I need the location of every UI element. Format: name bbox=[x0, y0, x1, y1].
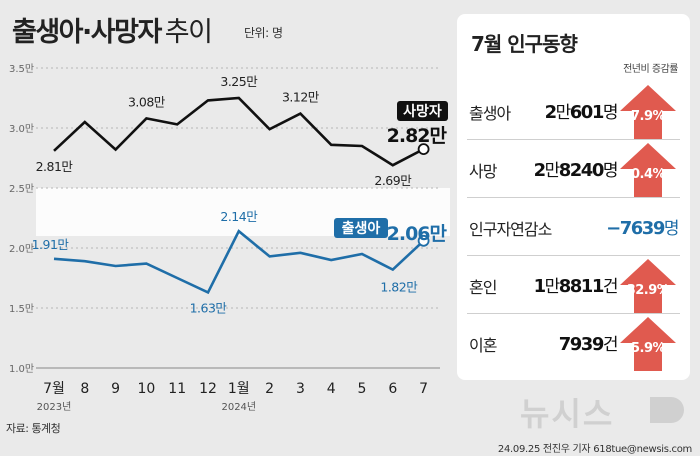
x-tick-label: 1월 bbox=[228, 381, 250, 397]
increase-arrow-icon: 7.9% bbox=[620, 85, 676, 139]
increase-arrow-icon: 5.9% bbox=[620, 317, 676, 371]
x-tick-label: 8 bbox=[80, 381, 89, 397]
x-tick-label: 2 bbox=[265, 381, 274, 397]
y-tick-label: 2.0만 bbox=[9, 243, 34, 255]
credit-line: 24.09.25 전진우 기자 618tue@newsis.com bbox=[497, 444, 692, 455]
chart-title: 출생아·사망자 추이 bbox=[12, 17, 213, 48]
panel-row-label: 인구자연감소 bbox=[469, 220, 552, 239]
y-tick-label: 2.5만 bbox=[9, 183, 34, 195]
x-tick-label: 7월 bbox=[43, 381, 65, 397]
x-tick-label: 6 bbox=[388, 381, 397, 397]
data-label: 3.12만 bbox=[282, 90, 320, 105]
data-label: 2.14만 bbox=[220, 209, 258, 224]
series-name-tag bbox=[397, 101, 448, 121]
x-tick-label: 11 bbox=[168, 381, 186, 397]
increase-arrow-icon: 32.9% bbox=[620, 259, 676, 313]
panel-row-label: 출생아 bbox=[469, 104, 511, 123]
series-end-value: 2.06만 bbox=[387, 223, 448, 245]
panel-row-label: 이혼 bbox=[469, 336, 497, 355]
series-end-value: 2.82만 bbox=[387, 125, 448, 147]
increase-arrow-icon: 0.4% bbox=[620, 143, 676, 197]
data-label: 2.69만 bbox=[374, 173, 412, 188]
panel-row-label: 사망 bbox=[469, 162, 497, 181]
x-tick-label: 4 bbox=[327, 381, 336, 397]
data-label: 1.91만 bbox=[32, 237, 70, 252]
panel-row-value: 7939건 bbox=[558, 334, 619, 355]
x-tick-label: 7 bbox=[419, 381, 428, 397]
y-tick-label: 3.0만 bbox=[9, 123, 34, 135]
panel-row-value: −7639명 bbox=[606, 218, 679, 239]
panel-row: 인구자연감소 −7639명 bbox=[457, 198, 690, 256]
x-tick-label: 9 bbox=[111, 381, 120, 397]
panel-divider bbox=[467, 197, 680, 198]
change-rate-label: 7.9% bbox=[630, 109, 666, 124]
year-label: 2024년 bbox=[221, 401, 256, 413]
change-rate-label: 5.9% bbox=[630, 341, 666, 356]
line-chart: 3.5만 3.0만 2.5만 2.0만 1.5만 1.0만 7월 8 9 10 11 12 1월 2 3 4 5… bbox=[9, 63, 450, 413]
data-label: 1.63만 bbox=[190, 300, 228, 315]
data-label: 3.25만 bbox=[220, 74, 258, 89]
change-rate-label: 0.4% bbox=[630, 167, 666, 182]
panel-divider bbox=[467, 255, 680, 256]
series-name-label: 사망자 bbox=[403, 103, 442, 120]
panel-divider bbox=[467, 313, 680, 314]
x-tick-label: 5 bbox=[358, 381, 367, 397]
series-line bbox=[53, 229, 425, 295]
panel-row: 혼인 1만8811건 32.9% bbox=[457, 256, 690, 314]
series-end-marker bbox=[417, 143, 430, 156]
panel-row-value: 1만8811건 bbox=[533, 276, 619, 297]
x-tick-label: 3 bbox=[296, 381, 305, 397]
change-rate-label: 32.9% bbox=[626, 283, 670, 298]
panel-row-value: 2만8240명 bbox=[533, 160, 619, 181]
series-line bbox=[53, 96, 425, 167]
series-end-marker bbox=[417, 234, 430, 247]
panel-title: 7월 인구동향 bbox=[471, 32, 578, 56]
year-label: 2023년 bbox=[37, 401, 72, 413]
panel-divider bbox=[467, 139, 680, 140]
y-tick-label: 1.5만 bbox=[9, 303, 34, 315]
y-tick-label: 1.0만 bbox=[9, 363, 34, 375]
unit-label: 단위: 명 bbox=[244, 26, 283, 40]
panel-row: 사망 2만8240명 0.4% bbox=[457, 140, 690, 198]
newsis-logo-mark bbox=[650, 397, 684, 423]
panel-caption: 전년비 증감률 bbox=[623, 64, 678, 75]
population-summary-panel: 7월 인구동향 전년비 증감률 출생아 2만601명 7.9% 사망 2만8240명 0.… bbox=[457, 14, 690, 380]
x-tick-label: 10 bbox=[137, 381, 155, 397]
data-label: 2.81만 bbox=[36, 159, 74, 174]
series-name-tag bbox=[334, 218, 388, 238]
chart-title-suffix: 추이 bbox=[164, 17, 213, 48]
panel-row: 출생아 2만601명 7.9% bbox=[457, 82, 690, 140]
data-label: 3.08만 bbox=[128, 94, 166, 109]
series-name-label: 출생아 bbox=[342, 220, 381, 237]
panel-row-label: 혼인 bbox=[469, 278, 497, 297]
y-tick-label: 3.5만 bbox=[9, 63, 34, 75]
newsis-logo: 뉴시스 bbox=[520, 395, 615, 433]
panel-row-value: 2만601명 bbox=[544, 102, 619, 123]
panel-row: 이혼 7939건 5.9% bbox=[457, 314, 690, 372]
x-tick-label: 12 bbox=[199, 381, 217, 397]
source-note: 자료: 통계청 bbox=[6, 422, 61, 435]
data-label: 1.82만 bbox=[380, 280, 418, 295]
